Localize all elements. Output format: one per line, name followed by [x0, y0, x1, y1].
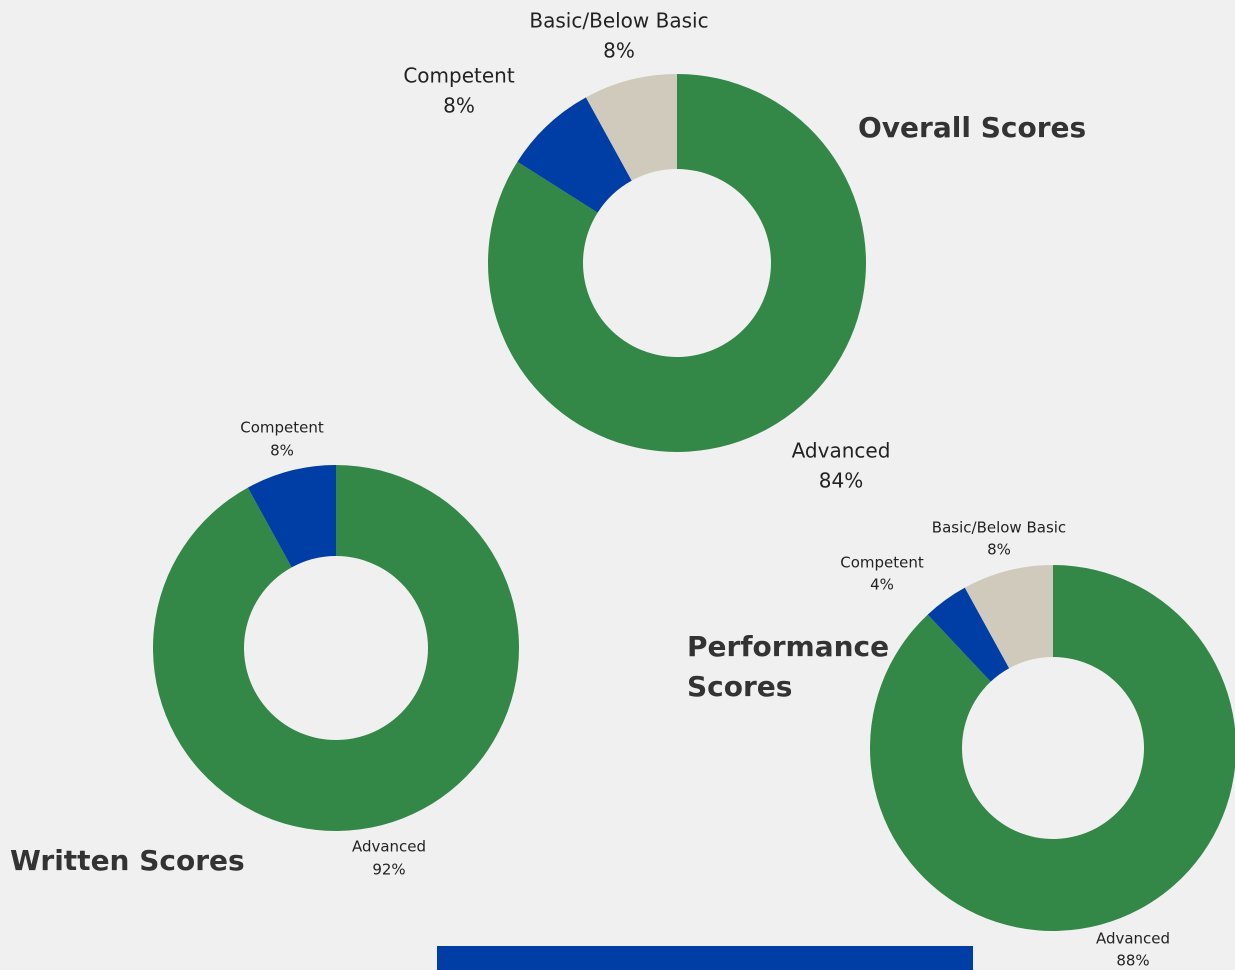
slice [585, 74, 677, 181]
slice-label: Basic/Below Basic [529, 9, 708, 33]
slice [487, 74, 866, 453]
slice-label: Advanced [352, 838, 426, 856]
slice [247, 465, 336, 568]
slice-value: 8% [270, 442, 294, 460]
slice-value: 8% [443, 94, 475, 118]
slice-label: Advanced [1096, 930, 1170, 948]
slice-label: Competent [240, 419, 324, 437]
slice-value: 8% [987, 541, 1011, 559]
slice [964, 565, 1053, 669]
slice-label: Basic/Below Basic [932, 519, 1066, 537]
slice-value: 8% [603, 39, 635, 63]
slice [152, 465, 519, 831]
chart-title: Overall Scores [858, 111, 1087, 144]
slice-value: 88% [1116, 952, 1149, 970]
slice [927, 587, 1010, 682]
chart-title: Performance Scores [687, 630, 890, 703]
slice-label: Competent [840, 554, 924, 572]
slice-value: 92% [372, 861, 405, 879]
slice-value: 4% [870, 576, 894, 594]
chart-title: Written Scores [10, 844, 245, 877]
slice-value: 84% [819, 469, 863, 493]
slice-label: Competent [403, 64, 515, 88]
slice-label: Advanced [792, 439, 891, 463]
decor-bar [437, 946, 973, 970]
slice [517, 97, 632, 213]
slice [870, 565, 1235, 931]
